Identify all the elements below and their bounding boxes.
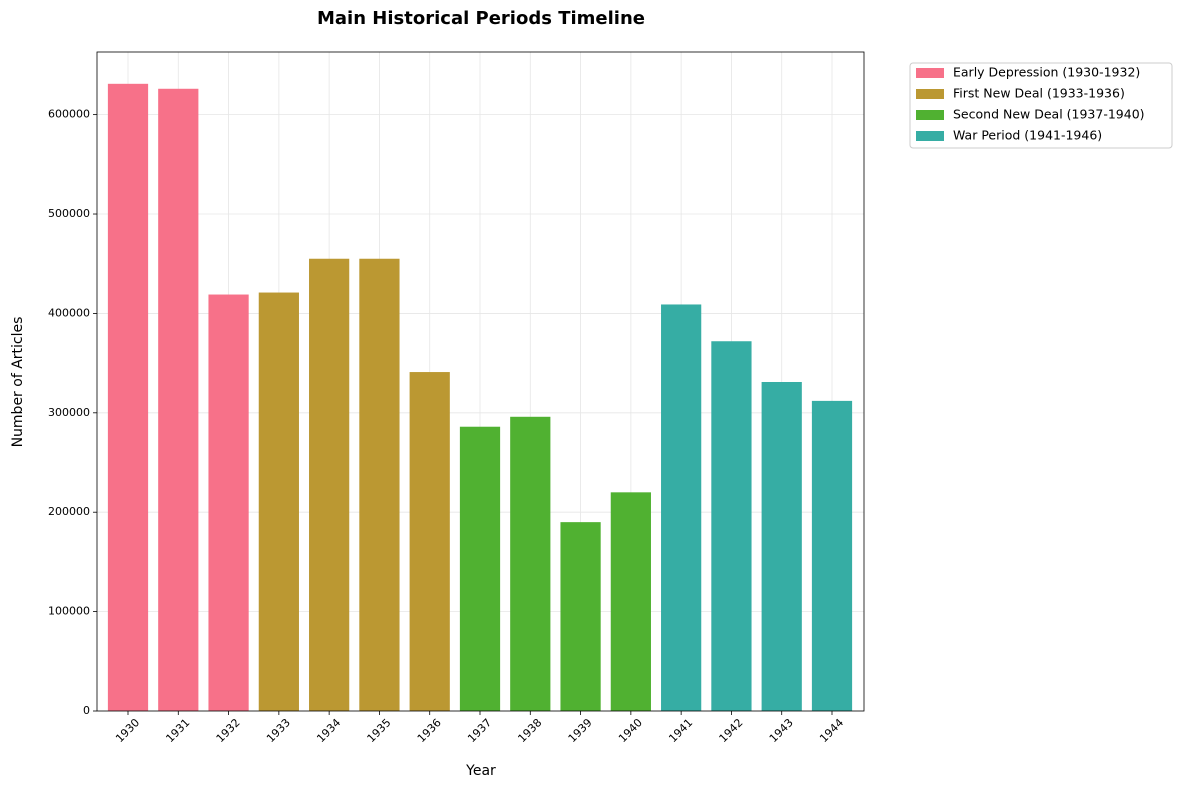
chart-title: Main Historical Periods Timeline	[317, 8, 645, 29]
legend-swatch	[916, 110, 944, 120]
bar	[811, 400, 853, 711]
legend-swatch	[916, 89, 944, 99]
bar	[359, 258, 400, 711]
bar	[761, 381, 802, 711]
bar	[459, 426, 501, 711]
y-tick-label: 100000	[48, 605, 90, 618]
x-tick-label: 1931	[163, 716, 192, 745]
legend-box	[909, 62, 1173, 149]
bar	[158, 88, 199, 711]
bar	[661, 304, 702, 711]
x-tick-label: 1941	[666, 716, 695, 745]
x-tick-label: 1932	[214, 716, 243, 745]
x-tick-label: 1930	[113, 716, 142, 745]
y-tick-label: 400000	[48, 306, 90, 319]
x-tick-label: 1940	[616, 716, 645, 745]
legend-swatch	[916, 131, 944, 141]
x-tick-label: 1935	[365, 716, 394, 745]
x-tick-label: 1944	[817, 716, 846, 745]
bar	[560, 522, 601, 711]
x-tick-label: 1933	[264, 716, 293, 745]
x-tick-label: 1937	[465, 716, 494, 745]
y-axis-label: Number of Articles	[10, 317, 26, 448]
y-tick-label: 600000	[48, 108, 90, 121]
y-tick-label: 200000	[48, 505, 90, 518]
plot-frame	[96, 51, 865, 712]
bar	[510, 416, 551, 711]
x-tick-label: 1939	[566, 716, 595, 745]
x-tick-label: 1938	[515, 716, 544, 745]
bar	[258, 292, 299, 711]
y-tick-label: 0	[83, 704, 90, 717]
bar	[711, 341, 752, 711]
x-axis-label: Year	[465, 763, 496, 779]
x-tick-label: 1936	[415, 716, 444, 745]
bar	[409, 372, 450, 711]
bar	[309, 258, 350, 711]
bar	[107, 83, 149, 711]
x-tick-label: 1943	[767, 716, 796, 745]
x-tick-label: 1934	[314, 716, 343, 745]
bar	[610, 492, 651, 711]
legend-label: First New Deal (1933-1936)	[953, 86, 1125, 101]
legend-swatch	[916, 68, 944, 78]
y-tick-label: 300000	[48, 406, 90, 419]
legend-label: Early Depression (1930-1932)	[953, 65, 1140, 80]
bar	[208, 294, 249, 711]
x-tick-label: 1942	[717, 716, 746, 745]
legend-label: War Period (1941-1946)	[953, 128, 1102, 143]
legend-label: Second New Deal (1937-1940)	[953, 107, 1145, 122]
y-tick-label: 500000	[48, 207, 90, 220]
